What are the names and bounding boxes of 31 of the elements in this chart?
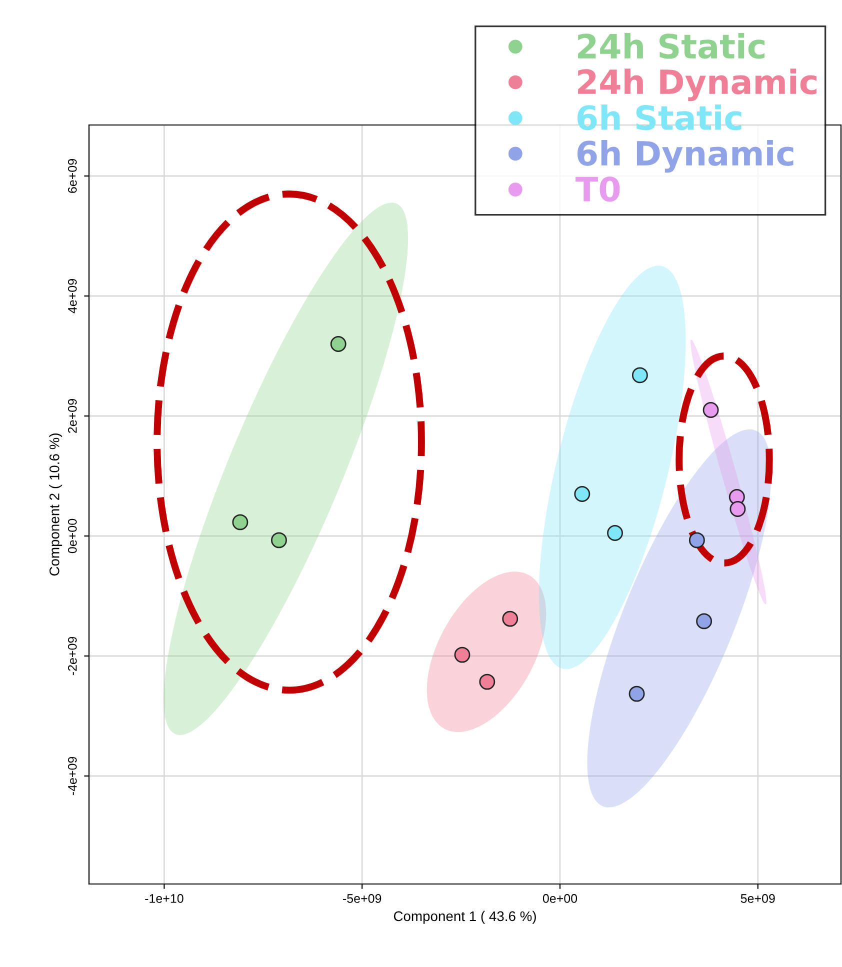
point [730,501,746,517]
y-tick-label: 2e+09 [68,399,77,433]
y-axis-title: Component 2 ( 10.6 %) [49,434,62,576]
point [232,514,248,530]
legend-label: 6h Dynamic [577,140,794,173]
y-tick-label: -2e+09 [68,636,77,676]
y-tick-label: -4e+09 [68,756,77,796]
y-tick-label: 0e+00 [68,518,77,554]
point [502,610,518,627]
x-axis-title: Component 1 ( 43.6 %) [394,910,536,924]
point [688,532,705,548]
point [696,613,712,630]
x-tick-label: -1e+10 [145,894,184,903]
point [632,367,648,384]
legend-label: T0 [576,176,620,202]
point [454,646,470,663]
y-tick-label: 6e+09 [68,159,77,193]
x-tick-label: -5e+09 [343,894,382,903]
x-tick-label: 5e+09 [740,894,775,903]
point [271,532,287,548]
point [628,686,645,702]
legend-label: 24h Static [578,33,764,59]
point [607,525,623,541]
point [330,336,346,352]
y-tick-label: 4e+09 [68,279,77,314]
legend-label: 6h Static [577,104,742,130]
point [574,486,590,502]
point [702,402,719,418]
x-tick-label: 0e+00 [542,894,578,903]
legend-label: 24h Dynamic [578,68,816,102]
point [479,674,496,690]
